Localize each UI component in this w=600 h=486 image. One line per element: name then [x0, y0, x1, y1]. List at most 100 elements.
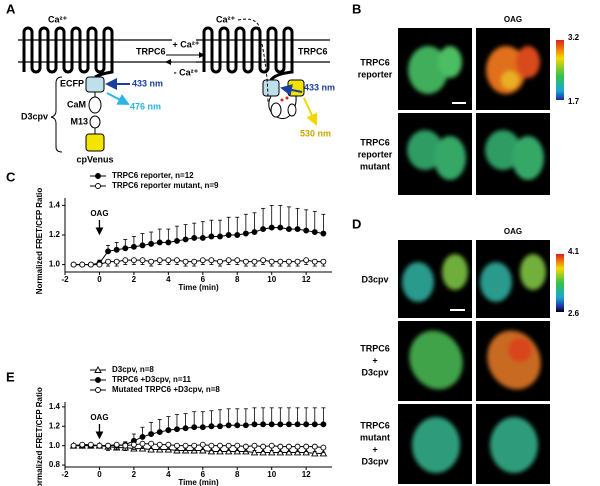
ecfp	[262, 79, 280, 97]
data-point	[242, 230, 249, 237]
data-point	[242, 443, 249, 450]
data-point	[251, 258, 258, 265]
arrow	[303, 97, 318, 126]
data-point	[148, 431, 155, 437]
row-label: D3cpv	[361, 274, 388, 284]
y-tick-label: 1.0	[49, 260, 61, 269]
data-point	[105, 442, 112, 449]
m13	[287, 103, 297, 117]
cpvenus	[287, 79, 305, 97]
data-point	[277, 443, 284, 450]
data-point	[207, 447, 216, 455]
data-point	[70, 261, 77, 268]
data-point	[285, 226, 292, 233]
data-point	[182, 442, 189, 449]
y-axis-label: Normalized FRET/CFP Ratio	[35, 188, 44, 295]
arrow	[106, 92, 130, 105]
data-point	[311, 421, 318, 428]
x-axis-label: Time (min)	[178, 283, 219, 292]
diagram: Ca²⁺ Ca²⁺ + Ca²⁺ - Ca²⁺ TRPC6 TRPC6 ECFP…	[18, 14, 335, 164]
data-point	[293, 448, 302, 456]
colorbar-label: 2.6	[568, 309, 580, 318]
data-point	[191, 258, 198, 265]
legend-label: TRPC6 +D3cpv, n=11	[112, 375, 192, 384]
data-point	[294, 226, 301, 233]
data-point	[260, 226, 267, 233]
data-point	[174, 257, 180, 264]
data-point	[105, 258, 112, 265]
ecfp	[85, 76, 105, 93]
data-point	[311, 449, 319, 457]
data-point	[311, 229, 318, 235]
row-label: reporter	[358, 69, 393, 79]
series-line	[73, 227, 324, 266]
data-point	[122, 257, 129, 264]
label: Ca²⁺	[48, 14, 68, 24]
data-point	[79, 441, 86, 448]
label: TRPC6	[136, 46, 166, 56]
label: 476 nm	[130, 101, 161, 111]
colorbar-label: 1.7	[568, 97, 580, 106]
data-point	[277, 224, 284, 231]
data-point	[165, 257, 172, 264]
panel-letter: B	[352, 1, 361, 16]
colorbar	[556, 40, 564, 100]
legend-label: TRPC6 reporter, n=12	[112, 171, 194, 180]
data-point	[156, 429, 163, 436]
data-point	[208, 423, 215, 430]
data-point	[148, 258, 155, 265]
x-tick-label: -2	[61, 275, 69, 284]
data-point	[191, 442, 198, 449]
row-label: TRPC6	[360, 420, 390, 430]
trpc6-channel	[202, 26, 294, 81]
data-point	[225, 442, 232, 449]
data-point	[113, 441, 120, 448]
data-point	[285, 421, 292, 428]
data-point	[182, 236, 189, 243]
data-point	[199, 257, 206, 264]
data-point	[320, 421, 327, 428]
cam	[270, 102, 282, 118]
data-point	[233, 447, 242, 455]
y-tick-label: 1.4	[49, 201, 61, 210]
data-point	[156, 239, 163, 246]
data-point	[234, 442, 241, 449]
data-point	[96, 261, 103, 268]
data-point	[217, 442, 223, 449]
calcium	[280, 98, 284, 102]
x-tick-label: 6	[201, 275, 206, 284]
colorbar-label: 3.2	[568, 33, 580, 42]
data-point	[191, 424, 198, 431]
label: - Ca²⁺	[174, 67, 199, 77]
data-point	[182, 258, 189, 265]
data-point	[285, 448, 293, 456]
column-title: OAG	[504, 15, 522, 24]
data-point	[199, 441, 206, 448]
data-point	[285, 258, 292, 265]
data-point	[294, 421, 301, 428]
data-point	[311, 443, 318, 450]
data-point	[268, 224, 275, 231]
data-point	[294, 443, 301, 450]
data-point	[147, 445, 155, 453]
row-label: TRPC6	[360, 137, 390, 147]
x-tick-label: 12	[302, 275, 311, 284]
x-tick-label: 6	[201, 470, 206, 479]
label: 433 nm	[132, 78, 163, 88]
x-tick-label: 0	[97, 275, 102, 284]
data-point	[234, 422, 241, 429]
row-label: +	[372, 355, 377, 365]
data-point	[319, 449, 328, 457]
data-point	[191, 235, 198, 241]
x-tick-label: 8	[235, 470, 240, 479]
data-point	[260, 443, 267, 450]
data-point	[70, 442, 77, 449]
data-point	[79, 261, 86, 268]
legend-label: Mutated TRPC6 +D3cpv, n=8	[112, 385, 220, 394]
data-point	[139, 440, 146, 447]
data-point	[277, 421, 284, 428]
data-point	[105, 248, 112, 255]
legend-label: D3cpv, n=8	[112, 365, 154, 374]
data-point	[311, 258, 318, 265]
